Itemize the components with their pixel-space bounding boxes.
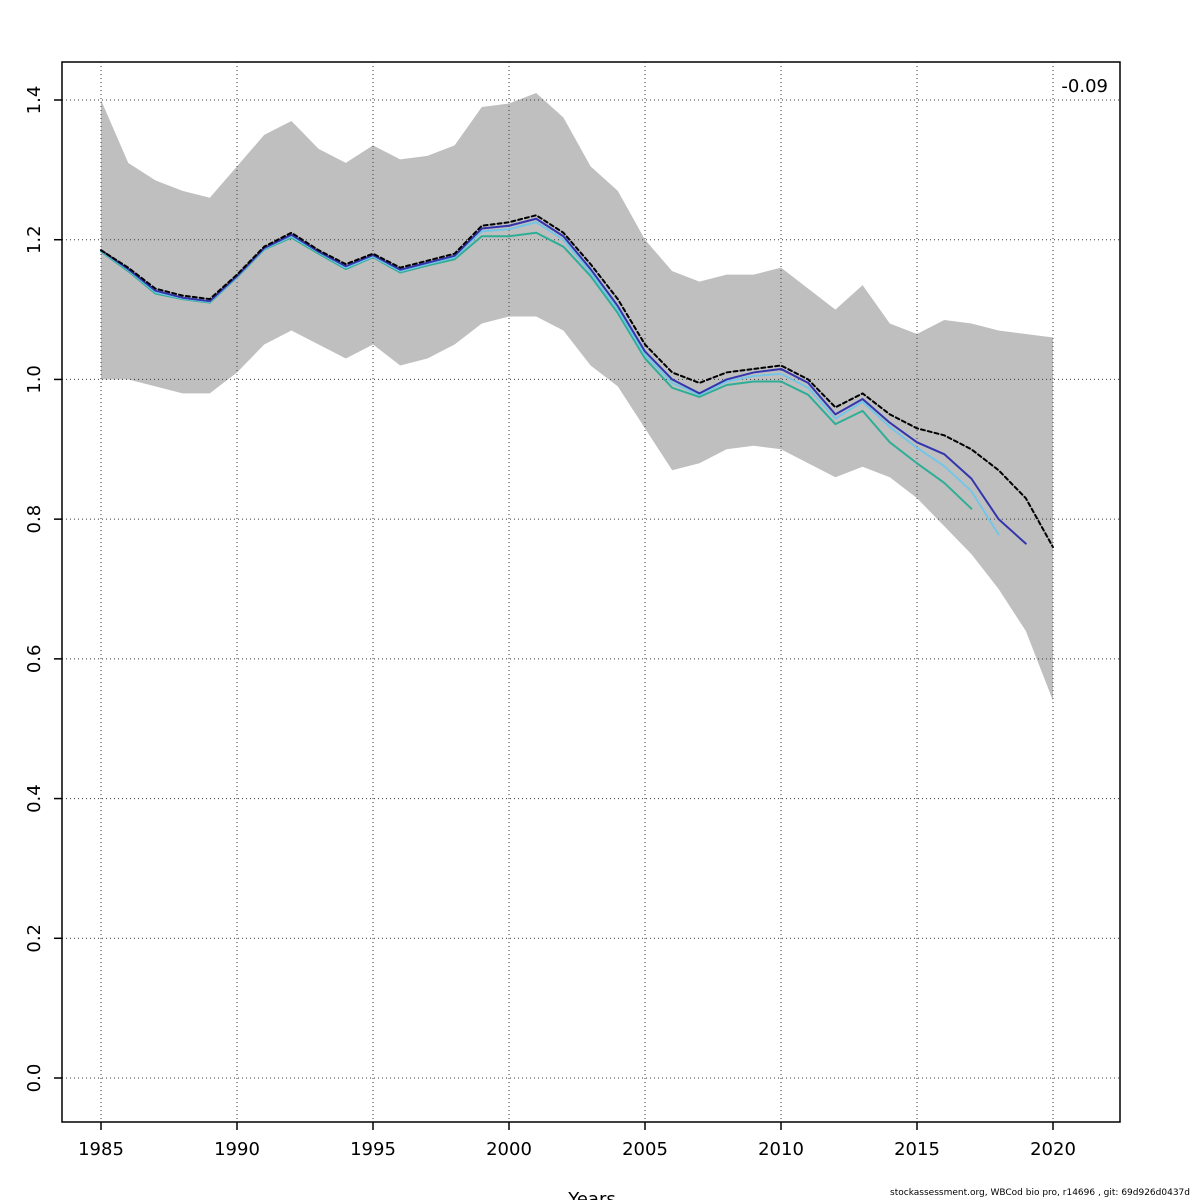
confidence-band [101, 93, 1053, 701]
y-tick-label: 0.6 [24, 645, 45, 674]
x-tick-label: 1995 [350, 1139, 396, 1160]
mohns-rho-value: -0.09 [1061, 76, 1108, 97]
x-tick-label: 2020 [1030, 1139, 1076, 1160]
watermark-text: stockassessment.org, WBCod bio pro, r146… [890, 1188, 1190, 1198]
x-tick-label: 1990 [214, 1139, 260, 1160]
x-tick-label: 2015 [894, 1139, 940, 1160]
x-tick-label: 2000 [486, 1139, 532, 1160]
y-tick-label: 0.2 [24, 924, 45, 953]
y-tick-label: 1.4 [24, 86, 45, 115]
plot-border [61, 61, 1121, 1123]
x-tick-label: 1985 [78, 1139, 124, 1160]
y-tick-label: 1.0 [24, 365, 45, 394]
y-tick-label: 0.0 [24, 1064, 45, 1093]
y-tick-label: 1.2 [24, 225, 45, 254]
y-tick-label: 0.8 [24, 505, 45, 534]
y-tick-label: 0.4 [24, 784, 45, 813]
x-tick-label: 2010 [758, 1139, 804, 1160]
x-axis-title: Years [568, 1189, 616, 1200]
x-tick-label: 2005 [622, 1139, 668, 1160]
series-base-run [100, 214, 1054, 549]
